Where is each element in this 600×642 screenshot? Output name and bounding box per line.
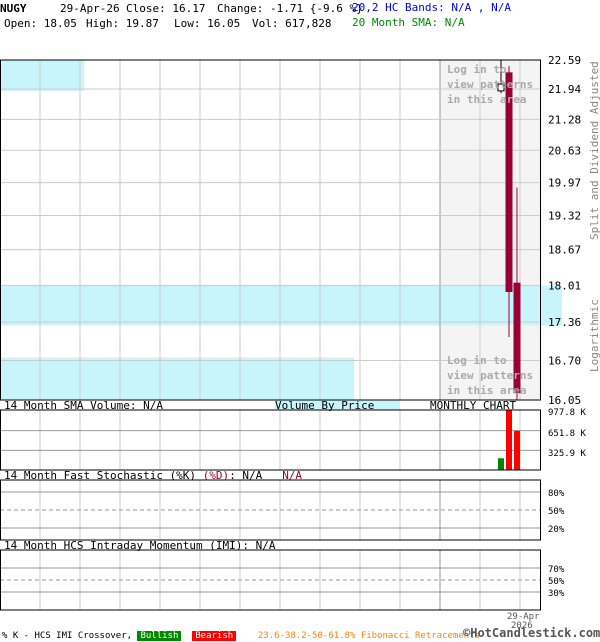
price-tick: 19.32 [548, 210, 581, 223]
candle-body [505, 72, 513, 292]
login-line: Log in to [447, 63, 507, 76]
date: 29-Apr-26 [60, 2, 120, 15]
stoch-d-val: N/A [282, 469, 303, 482]
panel-border [0, 59, 541, 401]
stoch-d: (%D) [202, 469, 230, 482]
price-tick: 20.63 [548, 144, 581, 157]
monthly-chart-label: MONTHLY CHART [430, 399, 517, 412]
volume-by-price-bar [0, 357, 355, 400]
bearish-badge: Bearish [192, 631, 237, 641]
osc-tick: 20% [548, 525, 565, 535]
low: Low: 16.05 [174, 17, 241, 30]
candle-body [497, 83, 505, 92]
login-line: in this area [447, 384, 527, 397]
osc-tick: 50% [548, 507, 565, 517]
price-tick: 22.59 [548, 54, 581, 67]
osc-tick: 30% [548, 589, 565, 599]
login-shade [440, 60, 540, 400]
price-tick: 19.97 [548, 177, 581, 190]
price-tick: 16.70 [548, 355, 581, 368]
volume-tick: 977.8 K [548, 408, 587, 418]
brand-link[interactable]: ©HotCandlestick.com [463, 626, 600, 640]
panel-border [0, 479, 541, 541]
vol-sma-label: 14 Month SMA Volume: N/A [4, 399, 163, 412]
symbol: NUGY [0, 2, 27, 15]
footer: % K - HCS IMI Crossover, Bullish Bearish… [2, 630, 480, 642]
stoch-k: 14 Month Fast Stochastic (%K) [4, 469, 197, 482]
bullish-badge: Bullish [137, 631, 182, 641]
volume-tick: 325.9 K [548, 449, 587, 459]
price-tick: 17.36 [548, 316, 581, 329]
volume-tick: 651.8 K [548, 429, 587, 439]
price-tick: 21.94 [548, 83, 581, 96]
login-note-bottom[interactable]: Log in to view patterns in this area [447, 353, 533, 398]
volume-bar [498, 458, 504, 470]
stoch-label: 14 Month Fast Stochastic (%K) (%D): N/A … [4, 470, 302, 482]
sma-20: 20 Month SMA: N/A [352, 16, 465, 29]
high: High: 19.87 [86, 17, 159, 30]
fibonacci-label: 23.6-38.2-50-61.8% Fibonacci Retracement… [257, 631, 481, 641]
vbp-label: Volume By Price [275, 399, 375, 412]
x-label-date: 29-Apr [507, 612, 540, 622]
hc-bands: 20,2 HC Bands: N/A , N/A [352, 1, 511, 14]
volume-by-price-bar [0, 285, 562, 326]
price-tick: 16.05 [548, 394, 581, 407]
x-label-year: 2026 [511, 621, 533, 631]
login-note-top[interactable]: Log in to view patterns in this area [447, 62, 533, 107]
candle-body [513, 282, 521, 394]
vbp-label-bg [275, 400, 400, 410]
open: Open: 18.05 [4, 17, 77, 30]
imi-label: 14 Month HCS Intraday Momentum (IMI): N/… [4, 539, 276, 552]
login-line: view patterns [447, 78, 534, 91]
volume-bar [506, 410, 512, 470]
login-line: in this area [447, 93, 527, 106]
price-tick: 21.28 [548, 113, 581, 126]
price-tick: 18.67 [548, 244, 581, 257]
logarithmic-label: Logarithmic [588, 299, 600, 372]
osc-tick: 50% [548, 577, 565, 587]
login-line: view patterns [447, 369, 534, 382]
osc-tick: 80% [548, 489, 565, 499]
volume-bar [514, 430, 520, 470]
volume: Vol: 617,828 [252, 17, 332, 30]
stoch-k-val: : N/A [229, 469, 263, 482]
osc-tick: 70% [548, 565, 565, 575]
price-tick: 18.01 [548, 279, 581, 292]
panel-border [0, 409, 541, 471]
split-adjusted-label: Split and Dividend Adjusted [588, 61, 600, 240]
panel-border [0, 549, 541, 611]
change: Change: -1.71 {-9.6 %} [217, 2, 363, 15]
login-line: Log in to [447, 354, 507, 367]
close: Close: 16.17 [126, 2, 206, 15]
volume-by-price-bar [0, 60, 85, 91]
crossover-label: % K - HCS IMI Crossover, [2, 631, 133, 641]
